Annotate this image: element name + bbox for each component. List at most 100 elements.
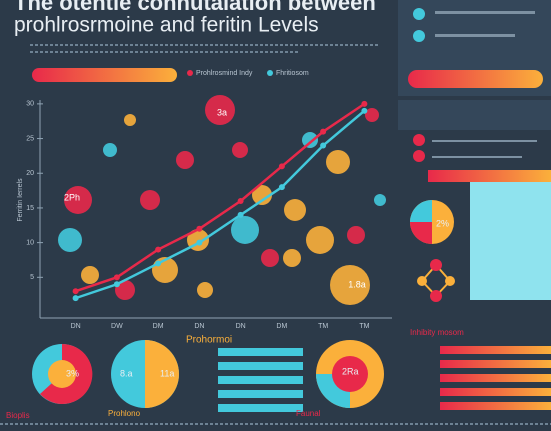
- bubble: [347, 226, 365, 244]
- point: [320, 142, 327, 149]
- y-tick-label: 30: [26, 101, 34, 108]
- bubble: [232, 142, 248, 158]
- annotation: 2Ph: [64, 192, 80, 202]
- node: [445, 276, 455, 286]
- bubble: [374, 194, 386, 206]
- point: [196, 239, 203, 246]
- bubble: [103, 143, 117, 157]
- point: [278, 163, 285, 170]
- y-axis-label: Ferritin Ierrels: [17, 178, 24, 222]
- bubble: [124, 114, 136, 126]
- bubble: [330, 265, 370, 305]
- caption: Faunal: [296, 409, 321, 418]
- point: [237, 211, 244, 218]
- point: [278, 184, 285, 191]
- point: [361, 107, 368, 114]
- title: prohlrosrmoine and feritin Levels: [14, 14, 319, 37]
- series-line: [75, 102, 366, 293]
- y-tick-label: 10: [26, 239, 34, 246]
- point: [155, 260, 162, 267]
- caption: Prohlono: [108, 409, 141, 418]
- title: The otentle conhutalation between: [14, 0, 376, 15]
- point: [155, 246, 162, 253]
- node: [430, 290, 442, 302]
- y-tick-label: 15: [26, 205, 34, 212]
- y-tick-label: 25: [26, 135, 34, 142]
- side-bar: [428, 170, 551, 182]
- point: [361, 100, 368, 107]
- pie-label: 11a: [160, 368, 174, 378]
- bubble: [115, 280, 135, 300]
- legend-swatch: [187, 70, 193, 76]
- x-tick-label: TM: [318, 323, 328, 330]
- x-tick-label: DN: [236, 323, 246, 330]
- text-line: [435, 11, 535, 14]
- pie-label: 3%: [66, 368, 79, 378]
- bottom-bars: [218, 348, 303, 412]
- bubble: [326, 150, 350, 174]
- side-block: [398, 100, 551, 130]
- side-pie-label: 2%: [436, 218, 449, 228]
- side-pill: [408, 70, 543, 88]
- legend-pill: [32, 68, 177, 82]
- x-tick-label: DN: [71, 323, 81, 330]
- point: [72, 295, 79, 302]
- x-tick-label: DW: [111, 323, 123, 330]
- text-line: [432, 156, 522, 158]
- y-tick-label: 5: [30, 274, 34, 281]
- icon: [413, 30, 425, 42]
- legend-swatch: [267, 70, 273, 76]
- point: [320, 128, 327, 135]
- bubble: [365, 108, 379, 122]
- bubble: [64, 186, 92, 214]
- side-box: [470, 182, 551, 300]
- bubble: [284, 199, 306, 221]
- bubble: [306, 226, 334, 254]
- point: [113, 281, 120, 288]
- bubble: [140, 190, 160, 210]
- node: [430, 259, 442, 271]
- x-tick-label: DN: [194, 323, 204, 330]
- legend-label: Fhritiosom: [276, 70, 309, 77]
- bubble: [261, 249, 279, 267]
- node: [417, 276, 427, 286]
- point: [237, 198, 244, 204]
- legend-label: Prohlrosmind Indy: [196, 70, 253, 77]
- bubble: [58, 228, 82, 252]
- pie-hole: [48, 360, 76, 388]
- bubble: [81, 266, 99, 284]
- bottom-bars: [440, 346, 551, 410]
- section-title: Inhibity mosom: [410, 328, 464, 337]
- bubble: [231, 216, 259, 244]
- icon: [413, 134, 425, 146]
- bubble: [176, 151, 194, 169]
- annotation: 1.8a: [348, 279, 366, 289]
- text-line: [432, 140, 537, 142]
- point: [196, 225, 203, 232]
- caption: Bioplis: [6, 411, 30, 420]
- annotation: 3a: [217, 107, 227, 117]
- section-title: Prohormoi: [186, 335, 232, 346]
- x-tick-label: TM: [359, 323, 369, 330]
- bubble: [197, 282, 213, 298]
- icon: [413, 150, 425, 162]
- side-pie: [410, 200, 432, 222]
- text-line: [435, 34, 515, 37]
- pie-hole: [332, 356, 368, 392]
- y-tick-label: 20: [26, 170, 34, 177]
- series-line: [75, 109, 366, 300]
- pie-label: 8.a: [120, 368, 133, 378]
- x-tick-label: DM: [276, 323, 287, 330]
- icon: [413, 8, 425, 20]
- pie-label: 2Ra: [342, 366, 359, 376]
- point: [72, 288, 79, 295]
- bubble: [283, 249, 301, 267]
- side-pie: [410, 222, 432, 244]
- point: [113, 274, 120, 281]
- x-tick-label: DM: [153, 323, 164, 330]
- bubble: [302, 132, 318, 148]
- bubble: [252, 185, 272, 205]
- pie: [145, 340, 179, 408]
